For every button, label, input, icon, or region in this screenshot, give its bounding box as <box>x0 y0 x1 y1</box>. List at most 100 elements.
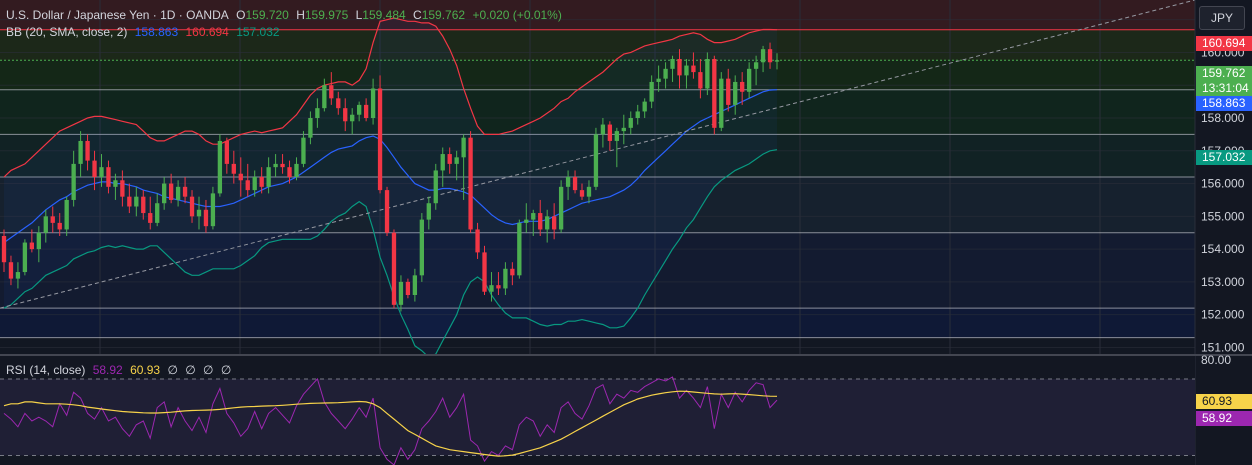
candle-body[interactable] <box>698 72 703 89</box>
candle-body[interactable] <box>203 209 209 227</box>
bb-label[interactable]: BB (20, SMA, close, 2) <box>6 25 128 39</box>
candle-body[interactable] <box>621 127 626 132</box>
rsi-legend[interactable]: RSI (14, close) 58.92 60.93 ∅ ∅ ∅ ∅ <box>6 363 235 377</box>
candle-body[interactable] <box>524 219 529 223</box>
candle-body[interactable] <box>273 163 278 168</box>
candlesticks[interactable] <box>1 42 780 312</box>
bb-legend[interactable]: BB (20, SMA, close, 2) 158.863 160.694 1… <box>6 25 284 39</box>
candle-body[interactable] <box>391 232 397 305</box>
candle-body[interactable] <box>350 114 355 122</box>
candle-body[interactable] <box>600 124 606 135</box>
candle-body[interactable] <box>134 196 139 207</box>
candle-body[interactable] <box>726 78 731 105</box>
candle-body[interactable] <box>656 78 661 82</box>
candle-body[interactable] <box>363 104 369 118</box>
candle-body[interactable] <box>607 124 613 141</box>
candle-body[interactable] <box>231 163 236 174</box>
candle-body[interactable] <box>343 108 348 122</box>
candle-body[interactable] <box>545 216 550 230</box>
candle-body[interactable] <box>1 236 7 263</box>
candle-body[interactable] <box>468 137 473 230</box>
candle-body[interactable] <box>182 186 188 197</box>
candle-body[interactable] <box>475 229 480 253</box>
candle-body[interactable] <box>308 118 313 138</box>
candle-body[interactable] <box>113 180 118 187</box>
candle-body[interactable] <box>510 268 515 276</box>
candle-body[interactable] <box>329 85 334 99</box>
symbol-title[interactable]: U.S. Dollar / Japanese Yen · 1D · OANDA <box>6 8 229 22</box>
candle-body[interactable] <box>43 216 48 233</box>
candle-body[interactable] <box>579 190 585 197</box>
candle-body[interactable] <box>224 140 230 164</box>
candle-body[interactable] <box>740 81 745 92</box>
candle-body[interactable] <box>127 196 132 207</box>
candle-body[interactable] <box>586 186 592 197</box>
candle-body[interactable] <box>398 281 404 305</box>
candle-body[interactable] <box>496 285 501 289</box>
candle-body[interactable] <box>106 167 111 187</box>
candle-body[interactable] <box>141 196 146 214</box>
candle-body[interactable] <box>426 203 431 220</box>
candle-body[interactable] <box>238 173 243 181</box>
candle-body[interactable] <box>677 59 682 76</box>
candle-body[interactable] <box>517 222 522 276</box>
candle-body[interactable] <box>71 163 76 200</box>
candle-body[interactable] <box>628 118 633 128</box>
candle-body[interactable] <box>558 186 564 230</box>
candle-body[interactable] <box>461 137 466 158</box>
candle-body[interactable] <box>649 81 654 102</box>
candle-body[interactable] <box>440 154 445 171</box>
candle-body[interactable] <box>746 68 752 92</box>
currency-button[interactable]: JPY <box>1199 6 1245 30</box>
candle-body[interactable] <box>705 59 710 89</box>
candle-body[interactable] <box>266 167 271 187</box>
candle-body[interactable] <box>684 65 689 76</box>
candle-body[interactable] <box>196 209 202 217</box>
candle-body[interactable] <box>99 167 104 177</box>
candle-body[interactable] <box>189 196 195 217</box>
candle-body[interactable] <box>29 242 35 250</box>
candle-body[interactable] <box>22 242 28 273</box>
candle-body[interactable] <box>593 134 599 187</box>
candle-body[interactable] <box>92 160 97 177</box>
candle-body[interactable] <box>162 183 167 204</box>
candle-body[interactable] <box>210 193 216 227</box>
candle-body[interactable] <box>370 88 376 119</box>
candle-body[interactable] <box>85 140 90 161</box>
candle-body[interactable] <box>15 272 21 279</box>
candle-body[interactable] <box>175 186 181 200</box>
candle-body[interactable] <box>489 285 494 292</box>
candle-body[interactable] <box>120 180 125 197</box>
candle-body[interactable] <box>155 203 160 223</box>
candle-body[interactable] <box>454 157 459 164</box>
candle-body[interactable] <box>64 199 69 230</box>
candle-body[interactable] <box>280 163 285 168</box>
candle-body[interactable] <box>357 104 362 115</box>
candle-body[interactable] <box>294 163 299 177</box>
candle-body[interactable] <box>57 222 62 230</box>
rsi-label[interactable]: RSI (14, close) <box>6 363 86 377</box>
candle-body[interactable] <box>245 180 250 191</box>
candle-body[interactable] <box>377 88 383 191</box>
rsi-pane[interactable]: 80.00 <box>0 353 1252 465</box>
candle-body[interactable] <box>670 59 675 69</box>
candle-body[interactable] <box>36 232 41 250</box>
candle-body[interactable] <box>503 268 508 289</box>
candle-body[interactable] <box>168 183 174 200</box>
candle-body[interactable] <box>259 177 264 187</box>
candle-body[interactable] <box>322 85 327 109</box>
candle-body[interactable] <box>565 177 571 187</box>
candle-body[interactable] <box>78 140 83 164</box>
candle-body[interactable] <box>8 262 14 279</box>
candle-body[interactable] <box>635 111 640 118</box>
candle-body[interactable] <box>774 60 780 62</box>
candle-body[interactable] <box>691 65 696 73</box>
candle-body[interactable] <box>719 78 724 128</box>
candle-body[interactable] <box>301 137 306 164</box>
candle-body[interactable] <box>336 98 341 109</box>
candle-body[interactable] <box>287 167 292 177</box>
candle-body[interactable] <box>50 216 55 223</box>
candle-body[interactable] <box>405 281 411 295</box>
candle-body[interactable] <box>482 252 487 292</box>
